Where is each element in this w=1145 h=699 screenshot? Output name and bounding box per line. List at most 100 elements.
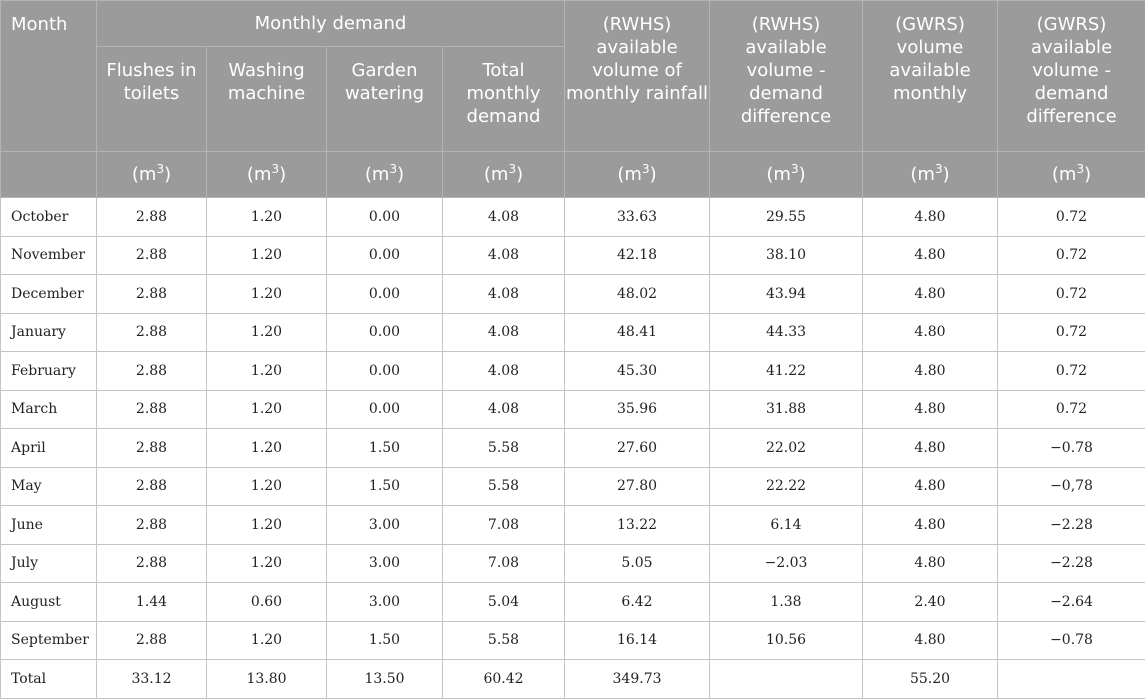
cell-washing: 1.20 (207, 236, 327, 275)
cell-washing: 13.80 (207, 660, 327, 699)
unit-washing: (m3) (207, 152, 327, 198)
cell-rwhs-diff: 44.33 (710, 313, 863, 352)
cell-gwrs: 4.80 (863, 429, 998, 468)
cell-gwrs: 55.20 (863, 660, 998, 699)
cell-total: 4.08 (443, 275, 565, 314)
cell-rwhs: 35.96 (565, 390, 710, 429)
cell-garden: 1.50 (327, 467, 443, 506)
cell-washing: 1.20 (207, 313, 327, 352)
cell-gwrs: 4.80 (863, 275, 998, 314)
header-gwrs-difference: (GWRS) available volume - demand differe… (998, 1, 1145, 152)
cell-month: March (1, 390, 97, 429)
cell-rwhs: 45.30 (565, 352, 710, 391)
cell-flushes: 2.88 (97, 198, 207, 237)
cell-rwhs-diff: 41.22 (710, 352, 863, 391)
cell-rwhs: 27.60 (565, 429, 710, 468)
header-flushes: Flushes in toilets (97, 47, 207, 152)
cell-garden: 3.00 (327, 544, 443, 583)
header-month: Month (1, 1, 97, 152)
cell-total: 4.08 (443, 352, 565, 391)
header-washing: Washing machine (207, 47, 327, 152)
cell-washing: 1.20 (207, 429, 327, 468)
cell-gwrs: 2.40 (863, 583, 998, 622)
header-rwhs-difference: (RWHS) available volume - demand differe… (710, 1, 863, 152)
cell-gwrs-diff: 0.72 (998, 352, 1145, 391)
cell-gwrs-diff: 0.72 (998, 390, 1145, 429)
cell-garden: 0.00 (327, 198, 443, 237)
cell-total: 4.08 (443, 313, 565, 352)
cell-total: 4.08 (443, 390, 565, 429)
header-monthly-demand: Monthly demand (97, 1, 565, 47)
cell-flushes: 2.88 (97, 544, 207, 583)
cell-garden: 0.00 (327, 275, 443, 314)
cell-gwrs: 4.80 (863, 198, 998, 237)
unit-rwhs-difference: (m3) (710, 152, 863, 198)
cell-flushes: 2.88 (97, 352, 207, 391)
cell-gwrs-diff: 0.72 (998, 236, 1145, 275)
cell-rwhs: 42.18 (565, 236, 710, 275)
cell-gwrs-diff: 0.72 (998, 313, 1145, 352)
cell-rwhs-diff: 1.38 (710, 583, 863, 622)
cell-washing: 0.60 (207, 583, 327, 622)
cell-garden: 1.50 (327, 429, 443, 468)
cell-rwhs-diff: −2.03 (710, 544, 863, 583)
cell-total: 4.08 (443, 236, 565, 275)
cell-month: November (1, 236, 97, 275)
cell-rwhs: 349.73 (565, 660, 710, 699)
cell-month: September (1, 621, 97, 660)
cell-rwhs: 6.42 (565, 583, 710, 622)
cell-gwrs: 4.80 (863, 313, 998, 352)
cell-flushes: 33.12 (97, 660, 207, 699)
cell-rwhs-diff: 43.94 (710, 275, 863, 314)
cell-month: August (1, 583, 97, 622)
cell-gwrs-diff: −2.64 (998, 583, 1145, 622)
cell-total: 7.08 (443, 544, 565, 583)
cell-total: 5.58 (443, 429, 565, 468)
cell-garden: 1.50 (327, 621, 443, 660)
cell-rwhs: 48.41 (565, 313, 710, 352)
cell-gwrs-diff: 0.72 (998, 275, 1145, 314)
unit-garden: (m3) (327, 152, 443, 198)
cell-total: 5.58 (443, 467, 565, 506)
cell-washing: 1.20 (207, 390, 327, 429)
cell-garden: 0.00 (327, 352, 443, 391)
cell-gwrs-diff: −0.78 (998, 429, 1145, 468)
unit-gwrs-available: (m3) (863, 152, 998, 198)
cell-flushes: 2.88 (97, 506, 207, 545)
unit-flushes: (m3) (97, 152, 207, 198)
cell-total: 4.08 (443, 198, 565, 237)
cell-flushes: 1.44 (97, 583, 207, 622)
cell-rwhs-diff: 38.10 (710, 236, 863, 275)
cell-garden: 3.00 (327, 506, 443, 545)
header-garden: Garden watering (327, 47, 443, 152)
cell-gwrs-diff: 0.72 (998, 198, 1145, 237)
cell-total: 7.08 (443, 506, 565, 545)
cell-month: Total (1, 660, 97, 699)
cell-flushes: 2.88 (97, 621, 207, 660)
cell-flushes: 2.88 (97, 236, 207, 275)
cell-rwhs: 5.05 (565, 544, 710, 583)
cell-rwhs: 33.63 (565, 198, 710, 237)
cell-washing: 1.20 (207, 506, 327, 545)
cell-month: May (1, 467, 97, 506)
cell-washing: 1.20 (207, 352, 327, 391)
cell-gwrs: 4.80 (863, 506, 998, 545)
cell-garden: 3.00 (327, 583, 443, 622)
cell-flushes: 2.88 (97, 429, 207, 468)
cell-month: October (1, 198, 97, 237)
unit-rwhs-available: (m3) (565, 152, 710, 198)
cell-month: February (1, 352, 97, 391)
cell-month: June (1, 506, 97, 545)
